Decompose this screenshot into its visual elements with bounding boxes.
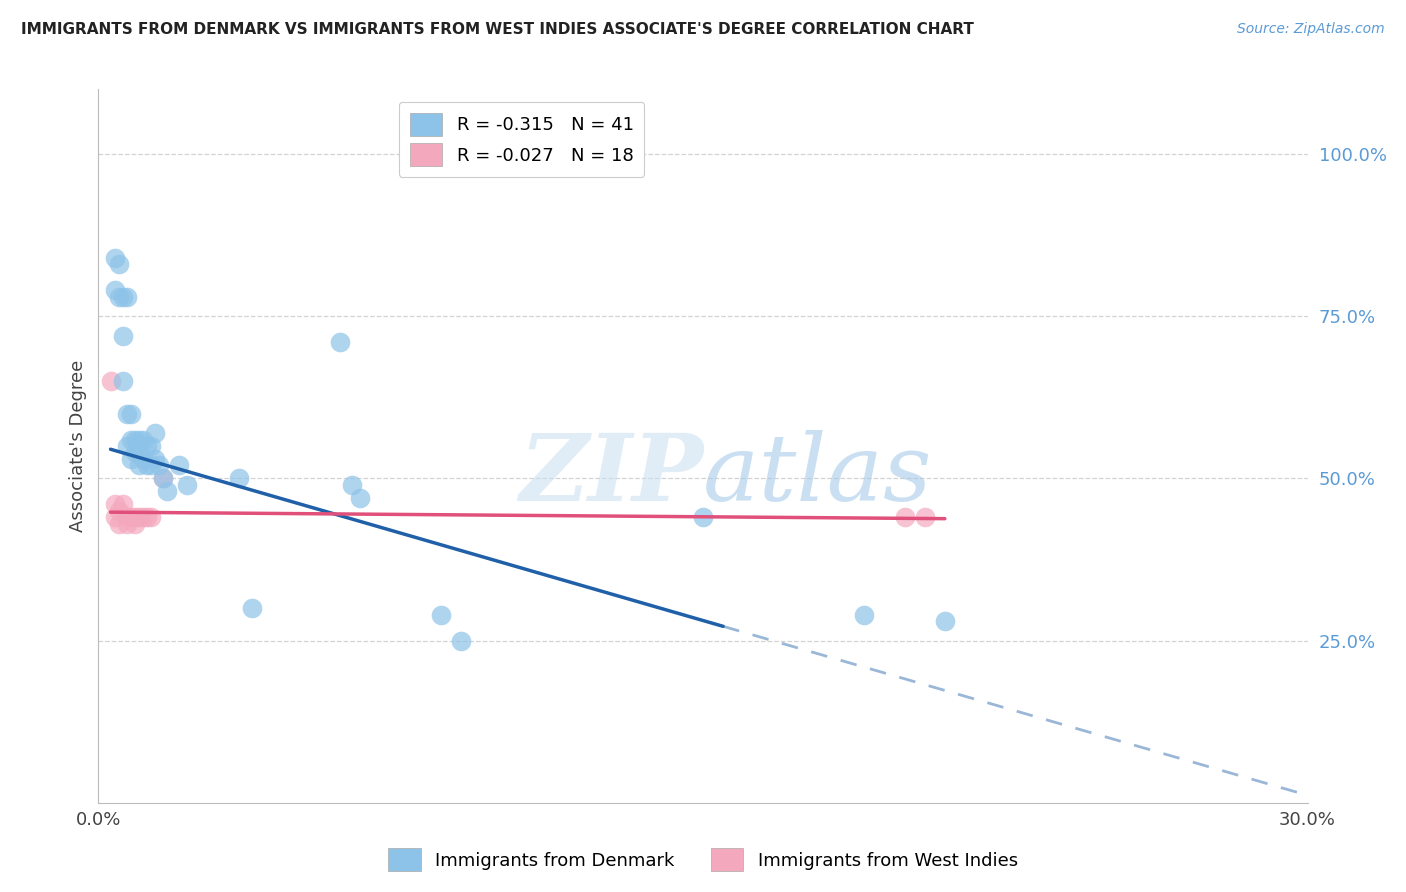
Point — [120, 433, 142, 447]
Point — [156, 484, 179, 499]
Point — [176, 478, 198, 492]
Point — [124, 516, 146, 531]
Point — [103, 283, 125, 297]
Point — [152, 471, 174, 485]
Point — [107, 504, 129, 518]
Point — [139, 510, 162, 524]
Point — [124, 433, 146, 447]
Point — [167, 458, 190, 473]
Point — [100, 374, 122, 388]
Legend: Immigrants from Denmark, Immigrants from West Indies: Immigrants from Denmark, Immigrants from… — [381, 841, 1025, 879]
Point — [349, 491, 371, 505]
Point — [934, 614, 956, 628]
Point — [107, 516, 129, 531]
Point — [107, 290, 129, 304]
Point — [139, 439, 162, 453]
Y-axis label: Associate's Degree: Associate's Degree — [69, 359, 87, 533]
Point — [128, 510, 150, 524]
Point — [135, 510, 157, 524]
Point — [914, 510, 936, 524]
Point — [128, 458, 150, 473]
Point — [240, 601, 263, 615]
Point — [143, 452, 166, 467]
Point — [103, 510, 125, 524]
Point — [450, 633, 472, 648]
Point — [103, 251, 125, 265]
Point — [111, 374, 134, 388]
Point — [115, 407, 138, 421]
Point — [152, 471, 174, 485]
Text: Source: ZipAtlas.com: Source: ZipAtlas.com — [1237, 22, 1385, 37]
Point — [132, 452, 155, 467]
Point — [132, 433, 155, 447]
Point — [111, 328, 134, 343]
Point — [692, 510, 714, 524]
Point — [143, 425, 166, 440]
Point — [139, 458, 162, 473]
Point — [115, 516, 138, 531]
Point — [115, 439, 138, 453]
Legend: R = -0.315   N = 41, R = -0.027   N = 18: R = -0.315 N = 41, R = -0.027 N = 18 — [399, 102, 644, 178]
Point — [120, 407, 142, 421]
Point — [135, 458, 157, 473]
Point — [135, 439, 157, 453]
Point — [430, 607, 453, 622]
Point — [124, 445, 146, 459]
Point — [148, 458, 170, 473]
Point — [103, 497, 125, 511]
Point — [124, 510, 146, 524]
Point — [115, 290, 138, 304]
Point — [228, 471, 250, 485]
Point — [111, 290, 134, 304]
Text: IMMIGRANTS FROM DENMARK VS IMMIGRANTS FROM WEST INDIES ASSOCIATE'S DEGREE CORREL: IMMIGRANTS FROM DENMARK VS IMMIGRANTS FR… — [21, 22, 974, 37]
Point — [128, 445, 150, 459]
Point — [329, 335, 352, 350]
Point — [120, 452, 142, 467]
Point — [115, 510, 138, 524]
Point — [111, 497, 134, 511]
Point — [893, 510, 915, 524]
Point — [128, 433, 150, 447]
Point — [107, 257, 129, 271]
Point — [342, 478, 364, 492]
Point — [132, 510, 155, 524]
Text: atlas: atlas — [703, 430, 932, 519]
Point — [853, 607, 876, 622]
Point — [120, 510, 142, 524]
Text: ZIP: ZIP — [519, 430, 703, 519]
